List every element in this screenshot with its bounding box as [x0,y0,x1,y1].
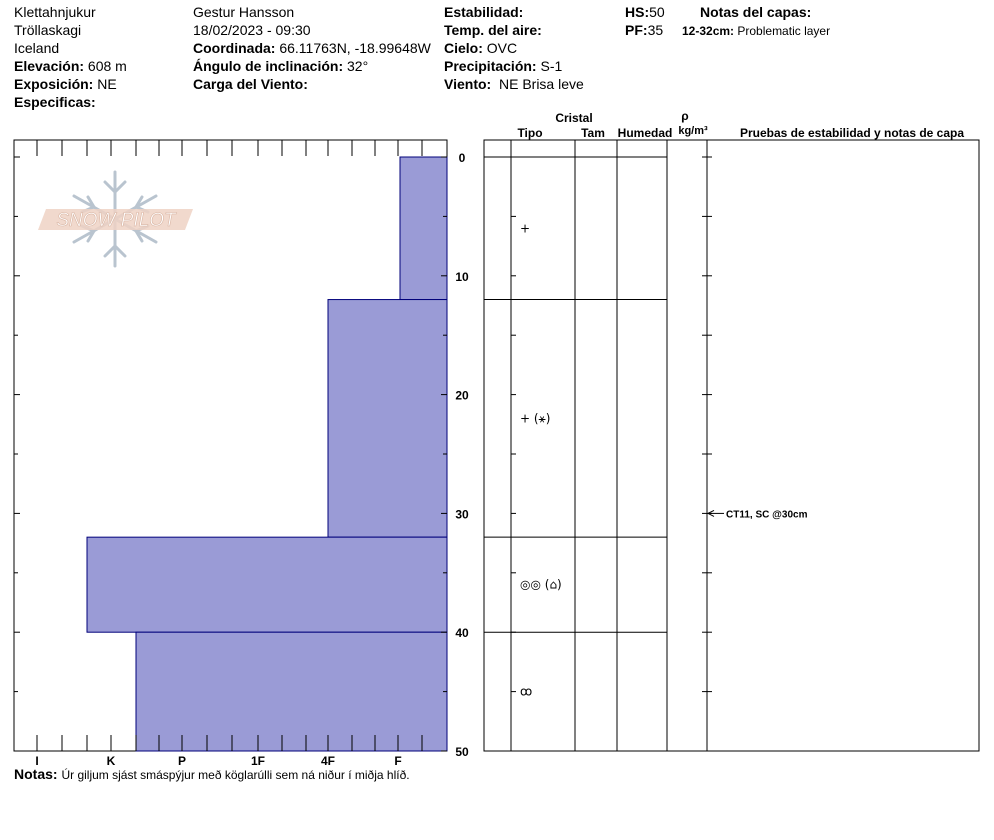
air-temp-row: Temp. del aire: [444,21,584,39]
sky-label: Cielo: [444,40,483,56]
air-temp-label: Temp. del aire: [444,22,542,38]
notes-label: Notas: [14,766,58,782]
stability-row: Estabilidad: [444,3,584,21]
depth-label-0: 0 [459,151,466,165]
depth-label-20: 20 [455,389,469,403]
stability-label: Estabilidad: [444,4,524,20]
depth-label-50: 50 [455,745,469,759]
wind-row: Viento: NE Brisa leve [444,75,584,93]
slope-label: Ángulo de inclinación: [193,58,344,74]
hardness-bar-1 [399,156,448,301]
observer-name: Gestur Hansson [193,4,295,20]
header-weather: Estabilidad: Temp. del aire: Cielo: OVC … [444,3,584,93]
notes-text: Úr giljum sjást smáspýjur með köglarúlli… [61,768,410,782]
elevation-row: Elevación: 608 m [14,57,127,75]
elevation-label: Elevación: [14,58,85,74]
header-middle: Gestur Hansson 18/02/2023 - 09:30 Coordi… [193,3,431,93]
logo-text: SNOW PILOT [56,210,177,231]
hs-value: 50 [649,4,665,20]
precip-row: Precipitación: S-1 [444,57,584,75]
pf-value: 35 [647,22,664,38]
hardness-label-p: P [178,754,186,768]
layer-note-range: 12-32cm: [682,24,735,38]
density-unit-header: kg/m³ [678,125,708,137]
size-header: Tam [581,126,605,140]
rho-header: ρ [681,109,688,123]
depth-label-10: 10 [455,270,469,284]
coordinate-label: Coordinada: [193,40,276,56]
wind-value: NE Brisa leve [498,76,584,92]
wind-load-row: Carga del Viento: [193,75,431,93]
hardness-axis: I K P 1F 4F F [13,140,423,768]
precip-label: Precipitación: [444,58,537,74]
slope-value: 32° [347,58,369,74]
country-name: Iceland [14,40,60,56]
notes-row: Notas: Úr giljum sjást smáspýjur með kög… [14,766,410,782]
grain-symbol-2: + (⚹) [520,411,550,425]
table-depth-ticks [511,156,712,752]
layer-note-row: 12-32cm: Problematic layer [682,22,830,40]
hardness-label-4f: 4F [321,754,335,768]
sky-row: Cielo: OVC [444,39,584,57]
wind-label: Viento: [444,76,492,92]
coordinate-value: 66.11763N, -18.99648W [279,40,431,56]
grain-symbol-1: + [520,221,530,235]
grain-symbol-4: ꝏ [520,685,532,699]
header-left: Klettahnjukur Tröllaskagi Iceland Elevac… [14,3,127,111]
region-name: Tröllaskagi [14,22,82,38]
wind-load-label: Carga del Viento: [193,76,308,92]
tests-header: Pruebas de estabilidad y notas de capa [740,126,964,140]
hardness-label-i: I [35,754,38,768]
hardness-bars [86,156,448,752]
hs-row: HS:50 [625,3,665,21]
depth-label-40: 40 [455,626,469,640]
snowpilot-logo: SNOW PILOT [38,170,193,268]
depth-axis: 0 10 20 30 40 50 [14,151,469,759]
logo-banner [38,209,193,230]
observation-datetime: 18/02/2023 - 09:30 [193,22,311,38]
hs-label: HS: [625,4,650,20]
depth-label-30: 30 [455,507,469,521]
aspect-row: Exposición: NE [14,75,127,93]
slope-row: Ángulo de inclinación: 32° [193,57,431,75]
test-label-1: CT11, SC @30cm [726,509,808,520]
pf-row: PF:35 [625,21,665,39]
layer-note-text: Problematic layer [737,24,831,38]
hardness-label-1f: 1F [251,754,265,768]
crystal-header: Cristal [555,111,592,125]
grain-symbols: + + (⚹) ◎◎ (⌂) ꝏ [520,221,562,698]
header-depths: HS:50 PF:35 [625,3,665,39]
hardness-bar-3 [86,536,448,633]
type-header: Tipo [517,126,542,140]
specifics-row: Especificas: [14,93,127,111]
moisture-header: Humedad [618,126,673,140]
hardness-bar-4 [135,631,448,752]
aspect-value: NE [97,76,117,92]
sky-value: OVC [486,40,518,56]
layer-notes-title: Notas del capas: [700,4,812,20]
coordinate-row: Coordinada: 66.11763N, -18.99648W [193,39,431,57]
aspect-label: Exposición: [14,76,94,92]
grain-symbol-3: ◎◎ (⌂) [520,578,562,592]
location-name: Klettahnjukur [14,4,96,20]
elevation-value: 608 m [87,58,127,74]
test-arrow-head [706,509,715,517]
pf-label: PF: [625,22,648,38]
precip-value: S-1 [540,58,563,74]
specifics-label: Especificas: [14,94,96,110]
layer-table [483,139,980,752]
hardness-bar-2 [327,299,448,538]
hardness-label-k: K [107,754,116,768]
stability-test-marks: CT11, SC @30cm [706,509,808,520]
hardness-label-f: F [394,754,401,768]
